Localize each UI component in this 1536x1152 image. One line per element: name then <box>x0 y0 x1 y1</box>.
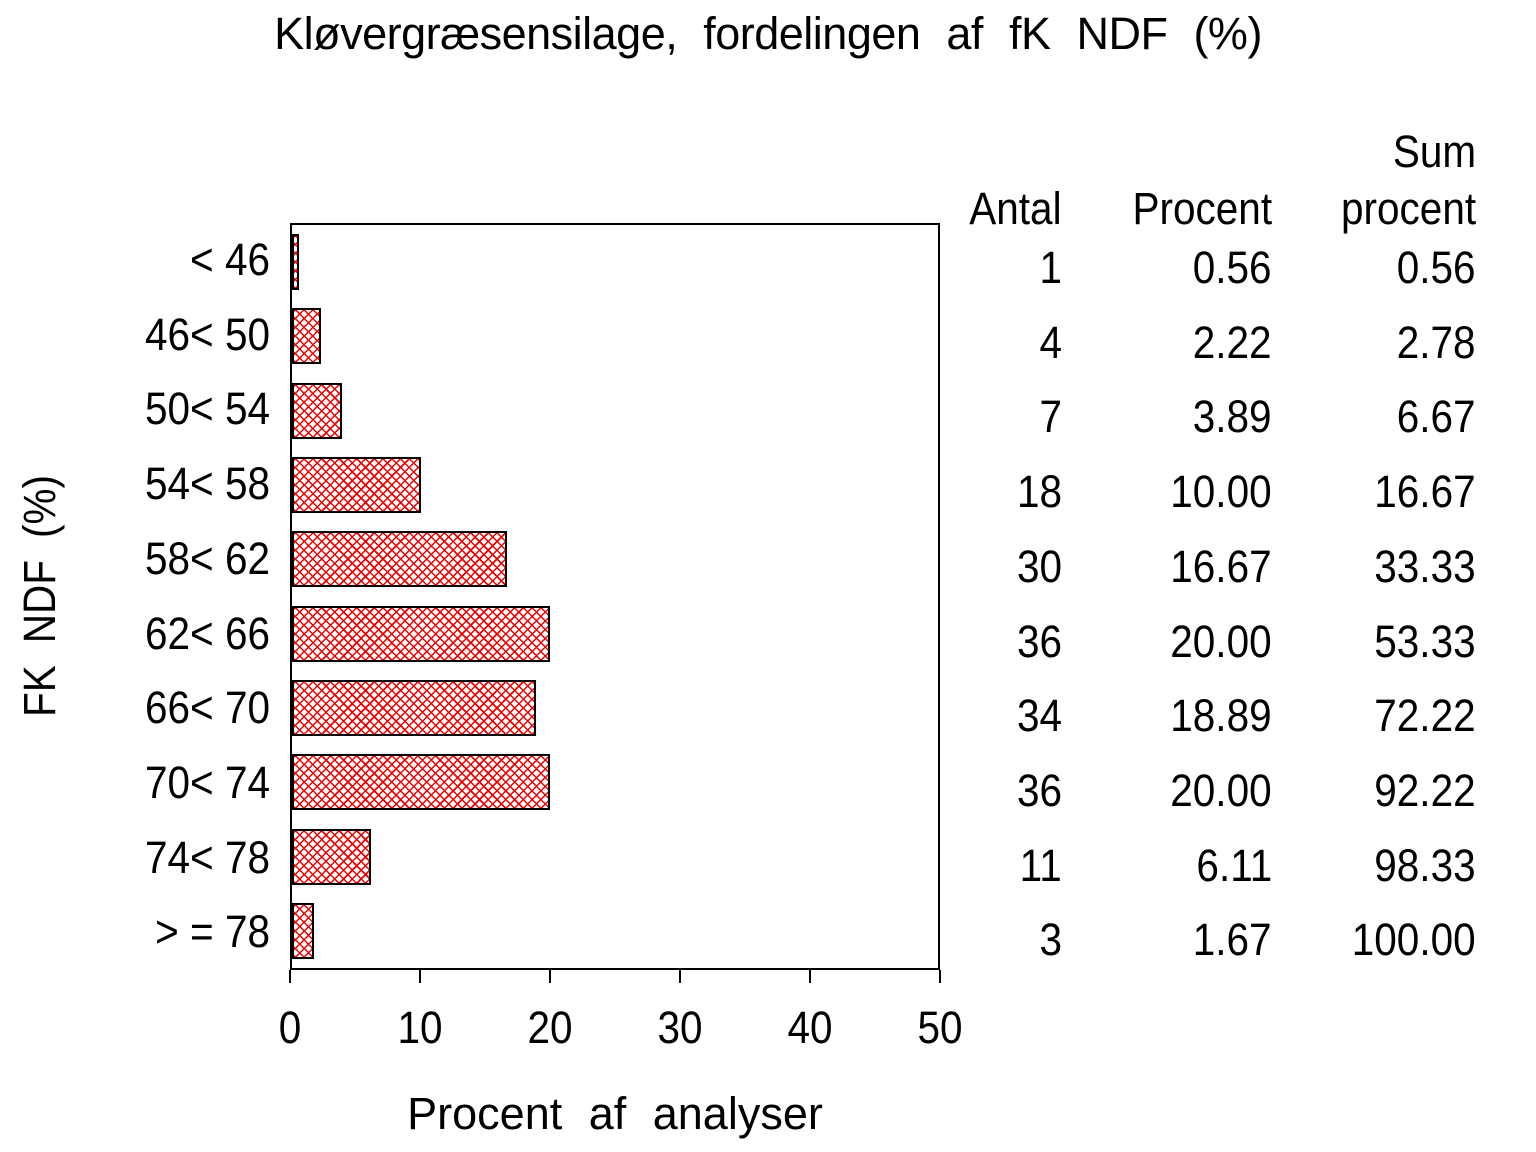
cell-antal: 7 <box>1039 391 1062 443</box>
x-tick-mark <box>419 970 421 983</box>
cell-procent: 16.67 <box>1170 540 1272 592</box>
cell-procent: 1.67 <box>1193 914 1272 966</box>
x-tick-mark <box>549 970 551 983</box>
cell-procent: 18.89 <box>1170 690 1272 742</box>
cell-antal: 36 <box>1016 764 1062 816</box>
y-tick-label: 66< 70 <box>144 682 270 734</box>
x-tick-mark <box>939 970 941 983</box>
cell-sum-procent: 53.33 <box>1374 615 1476 667</box>
y-tick-label: 50< 54 <box>144 383 270 435</box>
cell-procent: 2.22 <box>1193 316 1272 368</box>
cell-antal: 18 <box>1016 466 1062 518</box>
cell-antal: 3 <box>1039 914 1062 966</box>
plot-area <box>290 223 940 970</box>
x-tick-label: 10 <box>397 1002 443 1053</box>
table-header-sum-procent: Sum procent <box>1340 126 1476 234</box>
y-tick-label: 46< 50 <box>144 308 270 360</box>
x-tick-label: 50 <box>917 1002 963 1053</box>
y-tick-label: < 46 <box>190 234 270 285</box>
cell-procent: 3.89 <box>1193 391 1272 443</box>
bar->=78 <box>292 902 314 959</box>
chart-title: Kløvergræsensilage, fordelingen af fK ND… <box>274 8 1262 59</box>
table-header-antal: Antal <box>969 183 1062 234</box>
cell-antal: 34 <box>1016 690 1062 742</box>
cell-antal: 30 <box>1016 540 1062 592</box>
bar-66<70 <box>292 679 537 736</box>
y-tick-label: > = 78 <box>155 906 270 958</box>
y-tick-label: 74< 78 <box>144 831 270 883</box>
cell-sum-procent: 33.33 <box>1374 540 1476 592</box>
cell-sum-procent: 100.00 <box>1352 914 1476 966</box>
cell-sum-procent: 2.78 <box>1397 316 1476 368</box>
bar-50<54 <box>292 382 343 439</box>
table-header-procent: Procent <box>1132 183 1272 234</box>
x-tick-mark <box>679 970 681 983</box>
x-tick-label: 30 <box>657 1002 703 1053</box>
x-tick-label: 0 <box>278 1002 302 1053</box>
cell-antal: 11 <box>1019 839 1062 891</box>
cell-procent: 10.00 <box>1170 466 1272 518</box>
y-tick-label: 54< 58 <box>144 458 270 510</box>
bar-70<74 <box>292 754 551 811</box>
cell-sum-procent: 0.56 <box>1397 242 1476 293</box>
cell-procent: 0.56 <box>1193 242 1272 293</box>
y-tick-label: 58< 62 <box>144 532 270 584</box>
x-tick-mark <box>289 970 291 983</box>
x-tick-label: 20 <box>527 1002 573 1053</box>
cell-sum-procent: 98.33 <box>1374 839 1476 891</box>
bar-62<66 <box>292 605 551 662</box>
y-tick-label: 70< 74 <box>144 756 270 808</box>
cell-sum-procent: 6.67 <box>1397 391 1476 443</box>
bar-74<78 <box>292 828 371 885</box>
cell-procent: 20.00 <box>1170 615 1272 667</box>
bar-46<50 <box>292 308 321 365</box>
cell-procent: 6.11 <box>1196 839 1272 891</box>
x-tick-label: 40 <box>787 1002 833 1053</box>
cell-sum-procent: 72.22 <box>1374 690 1476 742</box>
cell-procent: 20.00 <box>1170 764 1272 816</box>
x-axis-title: Procent af analyser <box>407 1088 823 1139</box>
bar-<46 <box>292 234 300 291</box>
x-tick-mark <box>809 970 811 983</box>
cell-antal: 1 <box>1039 242 1062 293</box>
cell-sum-procent: 16.67 <box>1374 466 1476 518</box>
bar-58<62 <box>292 531 508 588</box>
cell-antal: 4 <box>1039 316 1062 368</box>
cell-antal: 36 <box>1016 615 1062 667</box>
cell-sum-procent: 92.22 <box>1374 764 1476 816</box>
y-tick-label: 62< 66 <box>144 607 270 659</box>
bar-54<58 <box>292 457 422 513</box>
